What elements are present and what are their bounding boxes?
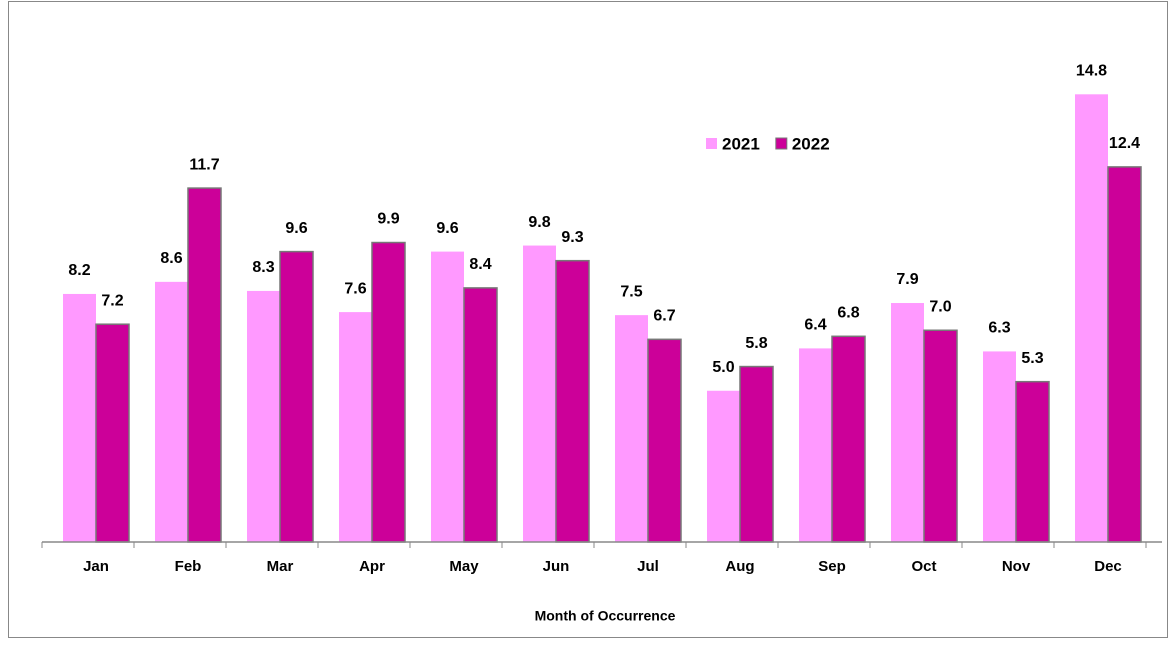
bar <box>983 351 1016 542</box>
data-label: 5.0 <box>712 359 734 376</box>
x-tick-label: Oct <box>911 558 936 575</box>
data-label: 9.6 <box>436 220 458 237</box>
bar <box>1107 166 1142 543</box>
bar <box>155 281 188 542</box>
x-tick-label: Feb <box>175 558 202 575</box>
x-tick-label: Sep <box>818 558 846 575</box>
bar <box>707 390 740 542</box>
data-label: 6.8 <box>837 305 859 322</box>
bar <box>371 241 406 543</box>
x-tick-label: Dec <box>1094 558 1122 575</box>
legend-swatch <box>775 137 788 150</box>
data-label: 6.7 <box>653 308 675 325</box>
data-label: 6.3 <box>988 320 1010 337</box>
bar <box>187 187 222 543</box>
data-label: 14.8 <box>1076 63 1107 80</box>
bar <box>463 287 498 543</box>
data-label: 7.2 <box>101 292 123 309</box>
data-label: 5.8 <box>745 335 767 352</box>
bar <box>339 312 372 542</box>
data-label: 6.4 <box>804 317 826 334</box>
x-tick-label: Nov <box>1002 558 1031 575</box>
bar <box>63 293 96 542</box>
x-tick-label: Jan <box>83 558 109 575</box>
data-label: 7.5 <box>620 283 642 300</box>
data-label: 8.6 <box>160 250 182 267</box>
data-label: 8.2 <box>68 262 90 279</box>
bar <box>431 251 464 542</box>
x-tick-label: Jun <box>543 558 570 575</box>
bar <box>247 290 280 542</box>
x-axis-title: Month of Occurrence <box>535 608 676 624</box>
data-label: 9.3 <box>561 229 583 246</box>
x-tick-label: Apr <box>359 558 385 575</box>
bar <box>647 338 682 543</box>
bar <box>523 245 556 543</box>
data-label: 5.3 <box>1021 350 1043 367</box>
data-label: 12.4 <box>1109 135 1140 152</box>
data-label: 8.4 <box>469 256 491 273</box>
x-tick-label: Mar <box>267 558 294 575</box>
x-tick-label: Aug <box>725 558 754 575</box>
bar <box>555 259 590 543</box>
bar <box>739 365 774 543</box>
legend-label: 2021 <box>722 134 760 153</box>
bar <box>615 315 648 542</box>
data-label: 9.8 <box>528 214 550 231</box>
data-label: 7.6 <box>344 280 366 297</box>
bar <box>799 348 832 542</box>
bar <box>1015 380 1050 543</box>
bar <box>1075 94 1108 543</box>
bar <box>831 335 866 543</box>
x-tick-label: Jul <box>637 558 659 575</box>
bar <box>923 329 958 543</box>
legend-label: 2022 <box>792 134 830 153</box>
legend-swatch <box>706 138 717 149</box>
bar <box>891 303 924 542</box>
bar <box>95 323 130 543</box>
data-label: 9.6 <box>285 220 307 237</box>
data-label: 7.0 <box>929 298 951 315</box>
bar <box>279 250 314 543</box>
x-tick-label: May <box>449 558 479 575</box>
data-label: 11.7 <box>189 156 219 173</box>
data-label: 7.9 <box>896 271 918 288</box>
data-label: 8.3 <box>252 259 274 276</box>
data-label: 9.9 <box>377 211 399 228</box>
